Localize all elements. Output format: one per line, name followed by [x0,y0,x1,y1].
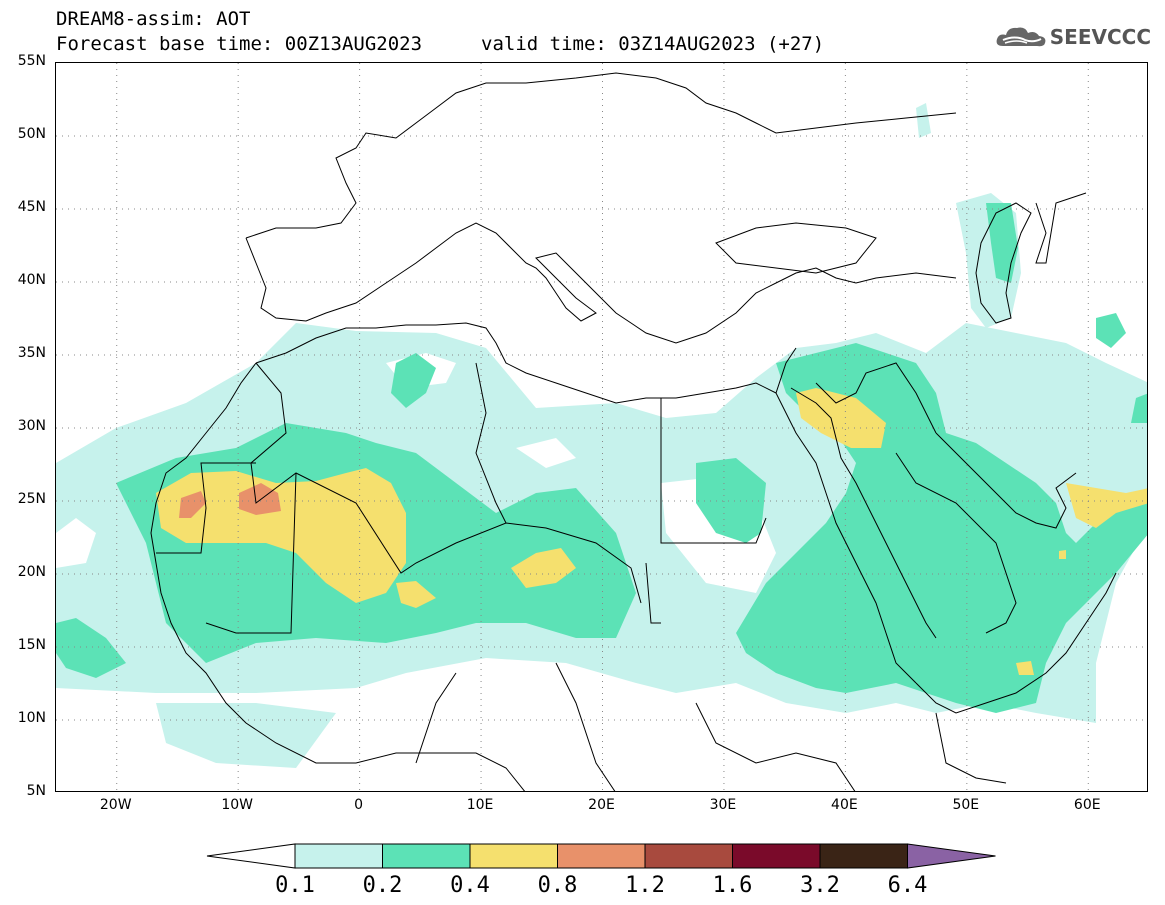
graticule [56,63,1147,791]
aot-fields [56,103,1147,768]
lat-label: 20N [17,564,46,580]
cloud-logo-icon [996,27,1046,47]
colorbar [206,843,996,869]
lat-label: 15N [17,637,46,653]
map-title: DREAM8-assim: AOT [56,8,251,30]
valid-time: valid time: 03Z14AUG2023 (+27) [481,33,825,55]
lon-label: 40E [831,797,858,813]
lat-label: 45N [17,199,46,215]
lon-label: 20W [99,797,132,813]
colorbar-label: 3.2 [800,873,840,898]
lat-label: 30N [17,418,46,434]
map-canvas [56,63,1147,791]
lon-label: 20E [588,797,615,813]
coastlines-and-borders [150,72,1117,791]
colorbar-label: 0.2 [362,873,403,898]
colorbar-label: 0.8 [537,873,578,898]
colorbar-bin [382,843,471,869]
colorbar-label: 1.2 [625,873,665,898]
colorbar-bin [469,843,558,869]
lat-label: 5N [26,783,46,799]
lat-label: 10N [17,710,46,726]
lat-label: 35N [17,345,46,361]
lat-label: 40N [17,272,46,288]
lon-label: 30E [709,797,737,813]
colorbar-bin [644,843,733,869]
forecast-times: Forecast base time: 00Z13AUG2023 valid ti… [56,33,824,55]
colorbar-label: 0.1 [275,873,315,898]
colorbar-bin [557,843,646,869]
colorbar-under-arrow [206,843,296,869]
colorbar-label: 0.4 [450,873,490,898]
lat-label: 50N [17,126,46,142]
lon-label: 0 [354,797,364,813]
colorbar-bin [819,843,908,869]
colorbar-bin [294,843,383,869]
colorbar-label: 1.6 [712,873,753,898]
base-time: Forecast base time: 00Z13AUG2023 [56,33,423,55]
lat-label: 55N [17,53,46,69]
lon-label: 10W [221,797,253,813]
lon-label: 10E [466,797,494,813]
lon-label: 60E [1073,797,1101,813]
colorbar-over-arrow [907,843,996,869]
colorbar-label: 6.4 [887,873,928,898]
lat-label: 25N [17,491,46,507]
aot-map [55,62,1148,792]
colorbar-bin [732,843,821,869]
seevccc-logo: SEEVCCC [995,24,1151,50]
logo-text: SEEVCCC [1049,25,1151,49]
lon-label: 50E [952,797,980,813]
